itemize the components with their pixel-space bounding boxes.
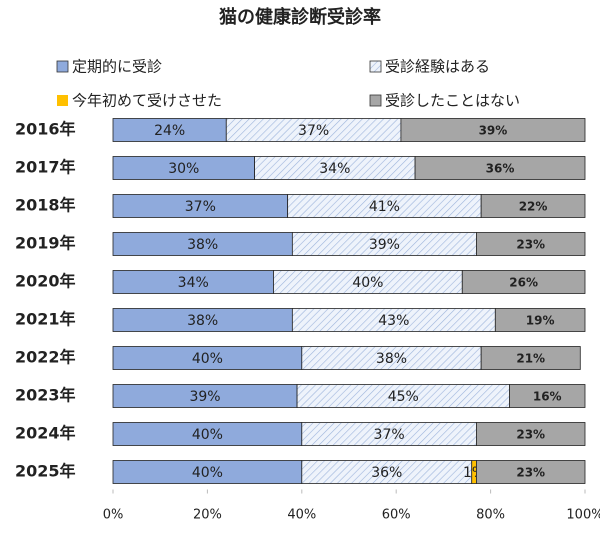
- x-tick-label: 20%: [193, 508, 222, 523]
- legend-swatch: [57, 95, 68, 106]
- data-label: 22%: [519, 200, 548, 214]
- chart-title: 猫の健康診断受診率: [219, 6, 381, 28]
- y-tick-label: 2021年: [15, 310, 76, 329]
- data-label: 21%: [516, 352, 545, 366]
- legend-swatch: [369, 94, 382, 107]
- data-label: 23%: [516, 428, 545, 442]
- y-tick-label: 2024年: [15, 424, 76, 443]
- data-label: 38%: [187, 237, 218, 253]
- data-label: 38%: [376, 351, 407, 367]
- data-label: 23%: [516, 238, 545, 252]
- bar-segment: [476, 232, 586, 256]
- y-tick-label: 2017年: [15, 158, 76, 177]
- data-label: 30%: [168, 161, 199, 177]
- data-label: 40%: [352, 275, 383, 291]
- data-label: 39%: [369, 237, 400, 253]
- x-tick-label: 80%: [476, 508, 505, 523]
- data-label: 23%: [516, 466, 545, 480]
- data-label: 40%: [192, 465, 223, 481]
- bar-segment: [509, 384, 586, 408]
- data-label: 37%: [374, 427, 405, 443]
- data-label: 40%: [192, 427, 223, 443]
- data-label: 34%: [178, 275, 209, 291]
- legend-label: 今年初めて受けさせた: [72, 92, 222, 110]
- bar-segment: [480, 346, 581, 370]
- y-tick-label: 2018年: [15, 196, 76, 215]
- legend-label: 定期的に受診: [72, 58, 162, 76]
- x-tick-label: 100%: [566, 508, 600, 523]
- legend-swatch: [56, 60, 69, 73]
- bar-segment: [461, 270, 586, 294]
- data-label: 38%: [187, 313, 218, 329]
- bar-segment: [480, 194, 586, 218]
- y-tick-label: 2019年: [15, 234, 76, 253]
- data-label: 19%: [526, 314, 555, 328]
- y-tick-label: 2016年: [15, 120, 76, 139]
- data-label: 34%: [319, 161, 350, 177]
- data-label: 26%: [509, 276, 538, 290]
- y-tick-label: 2022年: [15, 348, 76, 367]
- data-label: 40%: [192, 351, 223, 367]
- y-tick-label: 2020年: [15, 272, 76, 291]
- data-label: 37%: [298, 123, 329, 139]
- data-label: 24%: [154, 123, 185, 139]
- data-label: 43%: [378, 313, 409, 329]
- x-tick-label: 40%: [287, 508, 316, 523]
- bar-segment: [476, 460, 586, 484]
- bar-segment: [414, 156, 586, 180]
- legend-swatch: [369, 60, 382, 73]
- data-label: 45%: [388, 389, 419, 405]
- data-label: 41%: [369, 199, 400, 215]
- x-tick-label: 0%: [103, 508, 124, 523]
- data-label: 16%: [533, 390, 562, 404]
- data-label: 39%: [189, 389, 220, 405]
- data-label: 37%: [185, 199, 216, 215]
- data-label: 36%: [371, 465, 402, 481]
- y-tick-label: 2025年: [15, 462, 76, 481]
- x-tick-label: 60%: [382, 508, 411, 523]
- bar-segment: [400, 118, 586, 142]
- bar-segment: [476, 422, 586, 446]
- data-label: 36%: [486, 162, 515, 176]
- y-tick-label: 2023年: [15, 386, 76, 405]
- bar-segment: [494, 308, 586, 332]
- data-label: 39%: [479, 124, 508, 138]
- legend-label: 受診経験はある: [385, 58, 490, 76]
- legend-label: 受診したことはない: [385, 92, 520, 110]
